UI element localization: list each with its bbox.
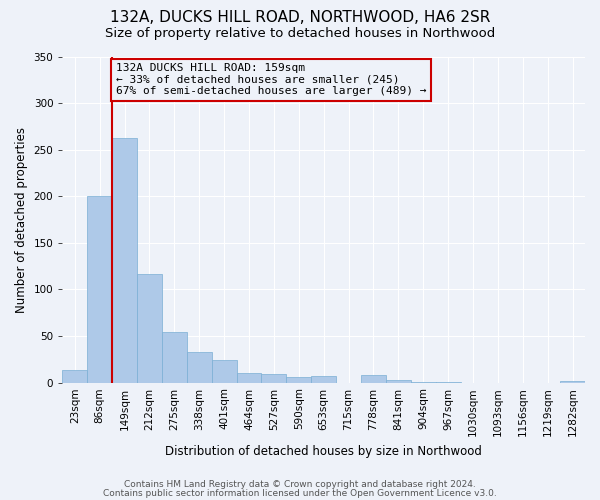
Bar — [286, 377, 311, 382]
X-axis label: Distribution of detached houses by size in Northwood: Distribution of detached houses by size … — [165, 444, 482, 458]
Bar — [162, 332, 187, 382]
Bar — [262, 374, 286, 382]
Bar — [361, 375, 386, 382]
Text: Contains HM Land Registry data © Crown copyright and database right 2024.: Contains HM Land Registry data © Crown c… — [124, 480, 476, 489]
Bar — [87, 196, 112, 382]
Bar — [311, 376, 336, 382]
Bar — [386, 380, 411, 382]
Bar — [560, 380, 585, 382]
Bar — [187, 352, 212, 382]
Text: 132A, DUCKS HILL ROAD, NORTHWOOD, HA6 2SR: 132A, DUCKS HILL ROAD, NORTHWOOD, HA6 2S… — [110, 10, 490, 25]
Bar — [236, 373, 262, 382]
Y-axis label: Number of detached properties: Number of detached properties — [15, 126, 28, 312]
Bar — [212, 360, 236, 382]
Bar — [62, 370, 87, 382]
Bar — [137, 274, 162, 382]
Bar — [112, 138, 137, 382]
Text: Size of property relative to detached houses in Northwood: Size of property relative to detached ho… — [105, 28, 495, 40]
Text: Contains public sector information licensed under the Open Government Licence v3: Contains public sector information licen… — [103, 488, 497, 498]
Text: 132A DUCKS HILL ROAD: 159sqm
← 33% of detached houses are smaller (245)
67% of s: 132A DUCKS HILL ROAD: 159sqm ← 33% of de… — [116, 63, 427, 96]
